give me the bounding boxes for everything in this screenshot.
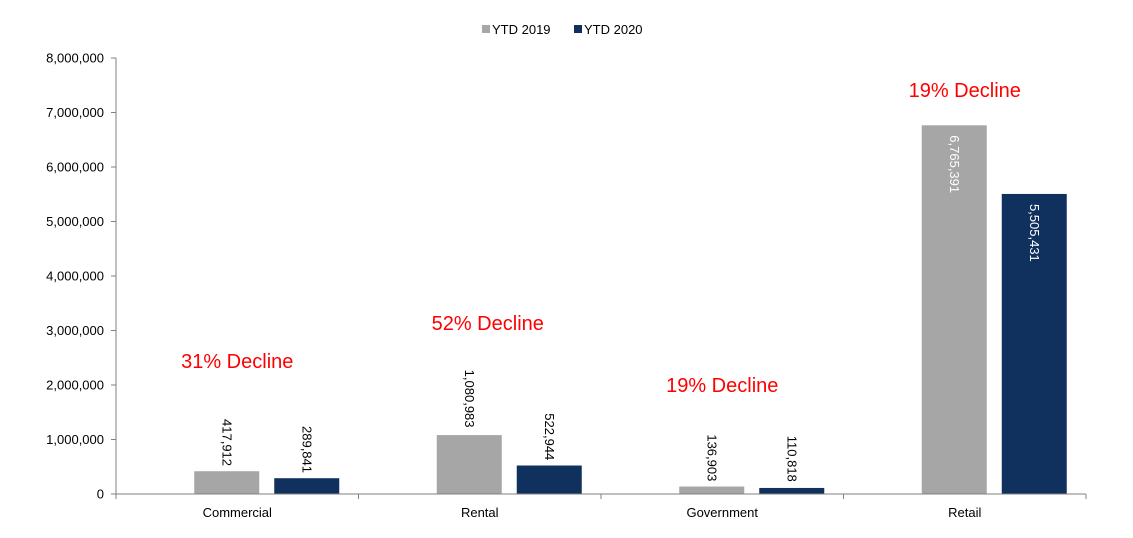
bar-rental-1: [436, 435, 502, 494]
y-tick-label: 6,000,000: [46, 160, 104, 175]
legend-swatch-2: [574, 25, 582, 33]
bar-government-1: [679, 486, 745, 494]
bar-commercial-1: [194, 471, 260, 494]
annotation-retail: 19% Decline: [909, 80, 1021, 102]
x-tick-label: Government: [686, 505, 758, 520]
data-labels: 417,912 289,841 1,080,983 522,944 136,903 110…: [219, 135, 1042, 482]
bar-retail-2: [1001, 193, 1067, 494]
bar-commercial-2: [274, 478, 340, 494]
y-axis: 0 1,000,000 2,000,000 3,000,000 4,000,000 5,0…: [46, 51, 117, 502]
annotation-government: 19% Decline: [666, 375, 778, 397]
data-label-retail-1: 6,765,391: [947, 135, 962, 193]
data-label-commercial-1: 417,912: [219, 419, 234, 466]
x-tick-label: Retail: [948, 505, 981, 520]
x-tick-label: Commercial: [203, 505, 272, 520]
data-label-government-1: 136,903: [704, 434, 719, 481]
annotation-commercial: 31% Decline: [181, 351, 293, 373]
x-axis: Commercial Rental Government Retail: [115, 493, 1087, 520]
y-tick-label: 5,000,000: [46, 214, 104, 229]
bar-government-2: [759, 487, 825, 494]
data-label-rental-2: 522,944: [542, 413, 557, 460]
data-label-government-2: 110,818: [784, 436, 799, 482]
y-tick-label: 8,000,000: [46, 51, 104, 66]
bar-retail-1: [921, 125, 987, 494]
legend: YTD 2019 YTD 2020: [482, 22, 643, 37]
y-tick-label: 3,000,000: [46, 323, 104, 338]
bars: [194, 125, 1067, 494]
legend-swatch-1: [482, 25, 490, 33]
legend-label-2: YTD 2020: [584, 22, 643, 37]
data-label-rental-1: 1,080,983: [462, 370, 477, 428]
data-label-retail-2: 5,505,431: [1027, 204, 1042, 262]
data-label-commercial-2: 289,841: [299, 426, 314, 473]
y-tick-label: 7,000,000: [46, 105, 104, 120]
y-tick-label: 1,000,000: [46, 432, 104, 447]
y-tick-label: 0: [97, 487, 104, 502]
y-tick-label: 2,000,000: [46, 378, 104, 393]
y-tick-label: 4,000,000: [46, 269, 104, 284]
bar-rental-2: [516, 465, 582, 494]
annotation-rental: 52% Decline: [432, 313, 544, 335]
annotations: 31% Decline 52% Decline 19% Decline 19% Dec…: [181, 80, 1021, 397]
x-tick-label: Rental: [461, 505, 499, 520]
legend-label-1: YTD 2019: [492, 22, 551, 37]
